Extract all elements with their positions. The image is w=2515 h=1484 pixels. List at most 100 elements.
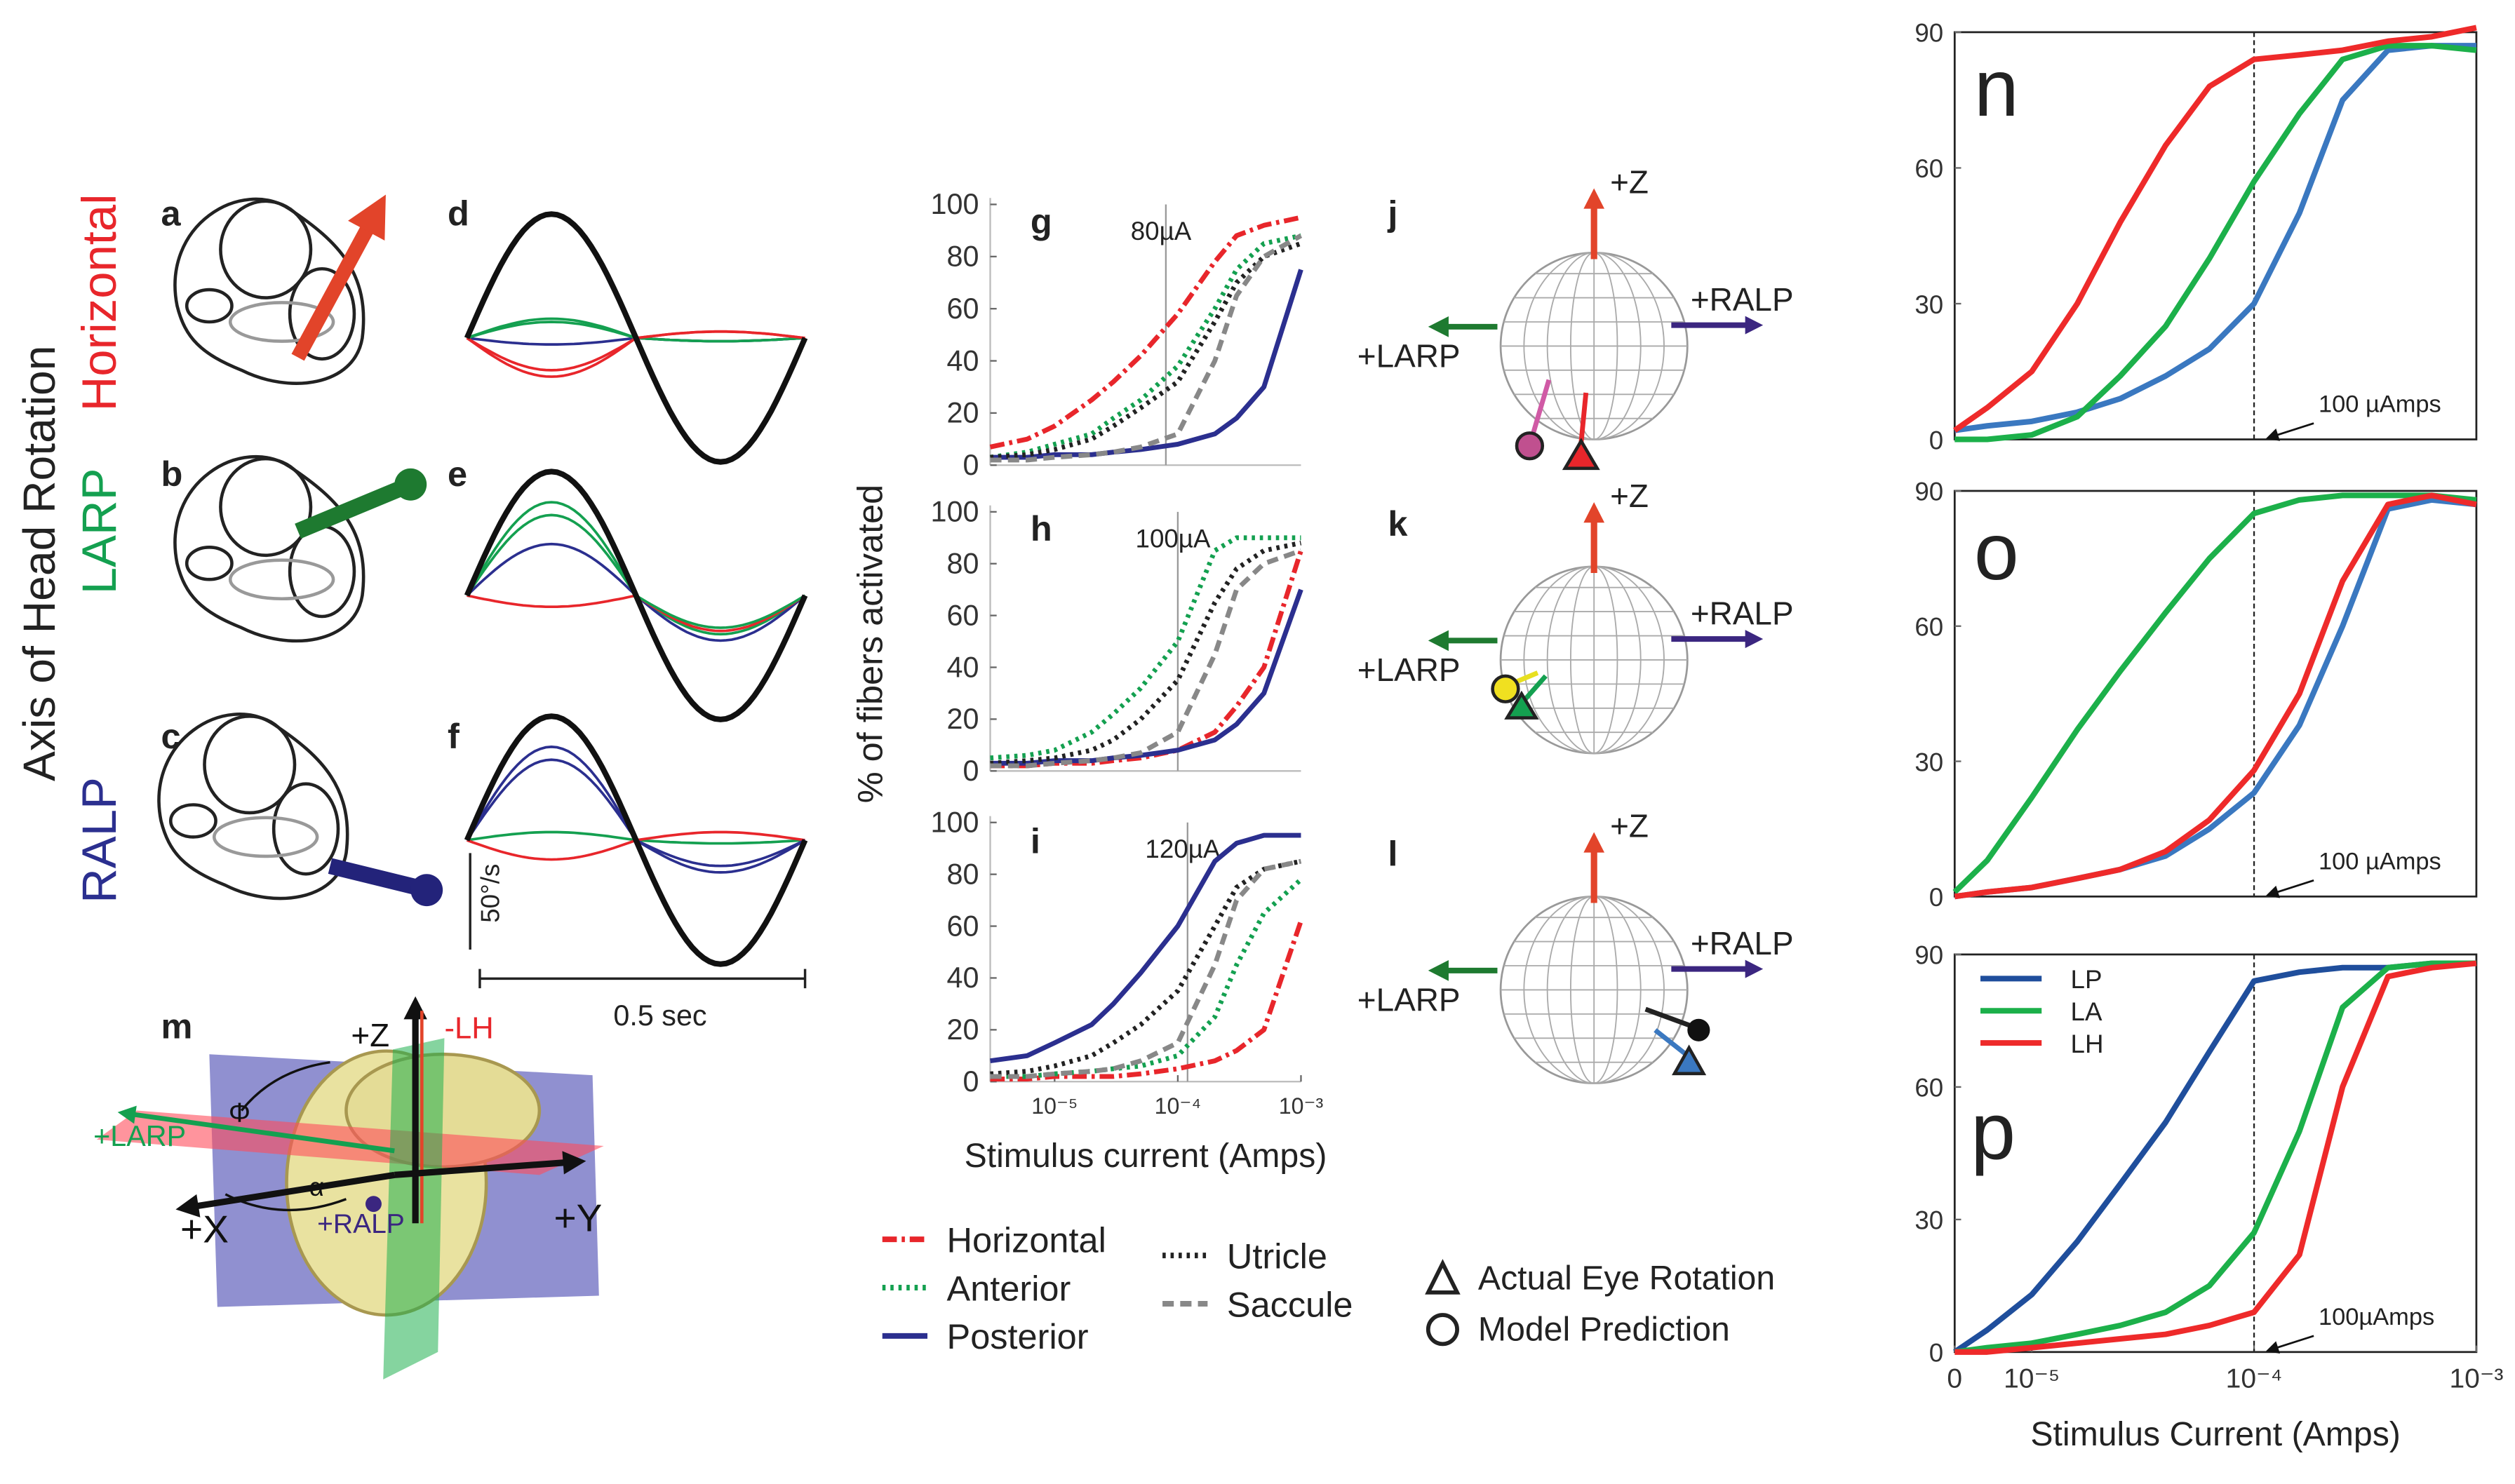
panel-letter: d (448, 193, 469, 233)
y-tick-label: 100 (931, 188, 979, 220)
arrow-head (1583, 188, 1605, 209)
y-tick-label: 0 (1929, 883, 1943, 912)
canal (228, 558, 335, 601)
series-line (990, 920, 1303, 1082)
series-line (989, 215, 1302, 450)
legend-label: Model Prediction (1478, 1311, 1730, 1349)
series-line (990, 588, 1303, 766)
series-line (990, 241, 1302, 460)
annotation: 120µA (1145, 835, 1220, 863)
axis-arrow (2273, 422, 2314, 438)
panel-letter: o (1974, 507, 2019, 597)
series-line (1954, 960, 2477, 1355)
series-line (990, 548, 1302, 769)
label: +Z (1610, 807, 1649, 844)
y-tick-label: 80 (947, 547, 979, 579)
axis-arrow (2273, 879, 2314, 895)
model-marker (1515, 431, 1545, 461)
waveform (464, 713, 808, 967)
axis-arrow (291, 213, 380, 361)
y-tick-label: 0 (1929, 426, 1943, 454)
legend-label: Anterior (947, 1268, 1071, 1308)
axis-ball (394, 468, 427, 501)
arrow-head (2265, 1341, 2280, 1354)
arrow-head (117, 1105, 137, 1124)
x-tick-label: 10⁻³ (2449, 1363, 2503, 1394)
panel-letter: k (1388, 504, 1408, 544)
plot-frame (1953, 490, 2478, 898)
panel-letter: l (1388, 834, 1397, 874)
annotation: 100µAmps (2319, 1304, 2434, 1330)
x-tick-label: 10⁻⁵ (2004, 1363, 2060, 1394)
series-line (1954, 43, 2476, 433)
label: +X (180, 1208, 229, 1251)
label: +Z (351, 1017, 389, 1053)
label: +RALP (317, 1209, 405, 1239)
legend-label: LA (2071, 997, 2102, 1026)
panel-letter: i (1031, 821, 1040, 861)
axis-arrow (128, 1111, 395, 1154)
model-marker (1491, 674, 1520, 703)
y-tick-label: 90 (1914, 19, 1943, 48)
arrow-head (1428, 630, 1449, 652)
panel-letter: j (1387, 193, 1397, 233)
panel-letter: e (448, 454, 467, 494)
arrow-head (1745, 316, 1764, 335)
y-tick-label: 40 (947, 962, 979, 994)
arrow-head (2265, 429, 2280, 441)
label: +LARP (1357, 337, 1461, 374)
panel-letter: m (161, 1006, 193, 1046)
legend-circle (1426, 1313, 1459, 1347)
cochlea (185, 288, 234, 324)
plot-frame (1953, 31, 2478, 440)
y-tick-label: 20 (947, 703, 979, 735)
legend-label: Horizontal (947, 1220, 1106, 1260)
y-tick-label: 0 (1929, 1339, 1943, 1368)
x-tick-label: 10⁻⁴ (1155, 1093, 1202, 1119)
label: +LARP (1357, 652, 1461, 688)
y-tick-label: 0 (963, 1065, 979, 1098)
scale-label: 0.5 sec (613, 999, 706, 1032)
y-tick-label: 100 (931, 496, 979, 528)
waveform (464, 468, 808, 722)
arrow-head (175, 1194, 201, 1217)
canal (228, 301, 335, 343)
series-line (990, 269, 1303, 460)
panel-letter: n (1974, 43, 2019, 133)
y-axis-label: % of fibers activated (850, 485, 890, 804)
label: +Y (554, 1196, 603, 1240)
y-tick-label: 30 (1914, 748, 1943, 776)
series-line (990, 535, 1301, 761)
plot-frame (1953, 953, 2478, 1354)
axis-title: Axis of Head Rotation (14, 346, 65, 781)
label: +RALP (1691, 925, 1794, 962)
waveform (464, 211, 808, 465)
label: +RALP (1691, 595, 1794, 631)
series-line (990, 858, 1302, 1079)
legend-label: Saccule (1227, 1284, 1353, 1324)
series-line (990, 832, 1301, 1064)
label: α (309, 1173, 324, 1201)
axis-arrow (328, 858, 424, 896)
actual-marker (1672, 1044, 1707, 1076)
canal (271, 782, 340, 876)
origin (365, 1196, 382, 1213)
label: +LARP (1357, 981, 1461, 1018)
y-tick-label: 60 (947, 599, 979, 631)
annotation: 80µA (1131, 217, 1192, 245)
y-tick-label: 60 (947, 910, 979, 942)
axis-arrow (189, 1171, 396, 1210)
axis-arrow (295, 480, 406, 539)
series-line (990, 233, 1302, 460)
label: -LH (444, 1011, 493, 1045)
panel-letter: p (1971, 1086, 2016, 1176)
scale-label: 50°/s (476, 864, 504, 923)
arrow-head (562, 1151, 586, 1175)
axis-ball (410, 874, 443, 907)
row-label: RALP (72, 777, 126, 903)
y-tick-label: 20 (947, 1013, 979, 1046)
y-tick-label: 60 (1914, 154, 1943, 183)
panel-letter: h (1031, 508, 1052, 548)
label: +Z (1610, 478, 1649, 514)
